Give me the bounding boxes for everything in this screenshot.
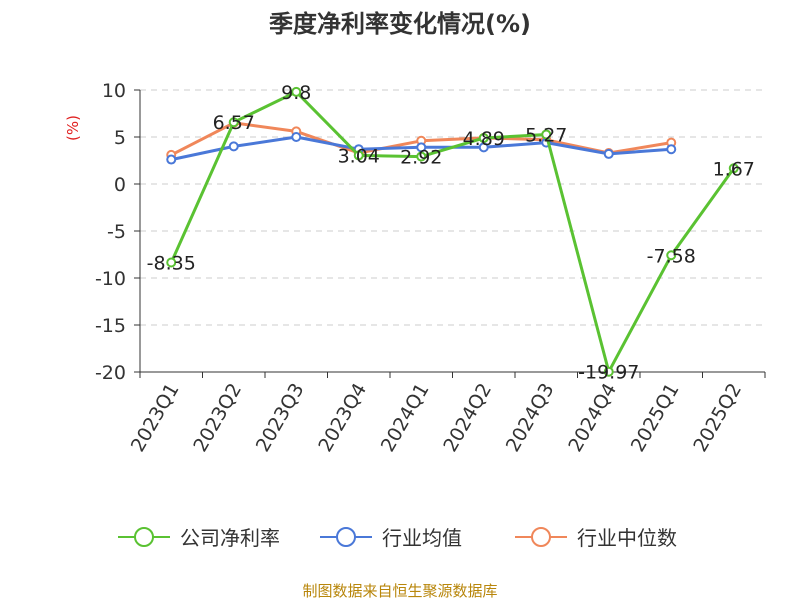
x-tick-label: 2023Q3	[252, 380, 309, 456]
y-tick-label: -5	[107, 221, 126, 243]
data-point	[416, 142, 427, 153]
data-label: 9.8	[281, 82, 311, 104]
y-tick-label: -20	[95, 362, 126, 384]
x-tick-label: 2024Q1	[377, 380, 434, 456]
legend-label: 公司净利率	[180, 526, 280, 550]
y-tick-label: 5	[114, 127, 126, 149]
data-point	[603, 148, 614, 159]
x-tick-label: 2024Q4	[564, 380, 621, 456]
data-point	[291, 86, 302, 97]
x-tick-label: 2023Q4	[314, 380, 371, 456]
data-label: 3.04	[338, 145, 380, 167]
data-labels: -8.35 6.57 9.8 3.04 2.92 4.89 5.27 -19.97 -7.58 1…	[147, 82, 755, 384]
data-point	[291, 132, 302, 142]
data-label: -19.97	[578, 362, 639, 384]
data-label: 4.89	[463, 128, 505, 150]
data-point	[478, 133, 489, 144]
y-tick-label: -15	[95, 315, 126, 337]
series-lines	[166, 86, 739, 377]
x-tick-label: 2023Q2	[189, 380, 246, 456]
data-point	[603, 366, 614, 377]
data-label: 5.27	[525, 124, 567, 146]
legend-marker	[336, 527, 356, 547]
data-label: 6.57	[213, 112, 255, 134]
series-line	[169, 90, 736, 374]
data-point	[728, 163, 739, 174]
x-tick-label: 2025Q1	[627, 380, 684, 456]
data-point	[228, 117, 239, 128]
data-point	[666, 144, 677, 155]
data-label: -7.58	[647, 245, 696, 267]
data-point	[166, 154, 177, 165]
data-point	[666, 250, 677, 261]
legend-marker	[531, 527, 551, 547]
x-tick-label: 2024Q2	[439, 380, 496, 456]
x-tick-label: 2024Q3	[502, 380, 559, 456]
x-tick-label: 2025Q2	[689, 380, 746, 456]
data-point	[353, 150, 364, 161]
data-point	[416, 151, 427, 162]
chart-title: 季度净利率变化情况(%)	[269, 10, 531, 38]
data-label: 1.67	[713, 158, 755, 180]
legend[interactable]: 公司净利率 行业均值 行业中位数	[118, 526, 677, 550]
legend-label: 行业均值	[382, 526, 462, 550]
y-tick-label: 0	[114, 174, 126, 196]
legend-marker	[134, 527, 154, 547]
x-tick-label: 2023Q1	[127, 380, 184, 456]
y-tick-label: -10	[95, 268, 126, 290]
legend-item[interactable]: 行业中位数	[515, 526, 677, 550]
data-label: -8.35	[147, 252, 196, 274]
data-label: 2.92	[400, 147, 442, 169]
data-point	[166, 257, 177, 268]
legend-item[interactable]: 行业均值	[320, 526, 462, 550]
data-point	[541, 129, 552, 140]
y-tick-label: 10	[102, 80, 126, 102]
y-axis-label: (%)	[64, 115, 82, 141]
data-point	[478, 142, 489, 153]
data-point	[228, 141, 239, 152]
legend-label: 行业中位数	[577, 526, 677, 550]
source-note: 制图数据来自恒生聚源数据库	[302, 582, 497, 600]
legend-item[interactable]: 公司净利率	[118, 526, 280, 550]
